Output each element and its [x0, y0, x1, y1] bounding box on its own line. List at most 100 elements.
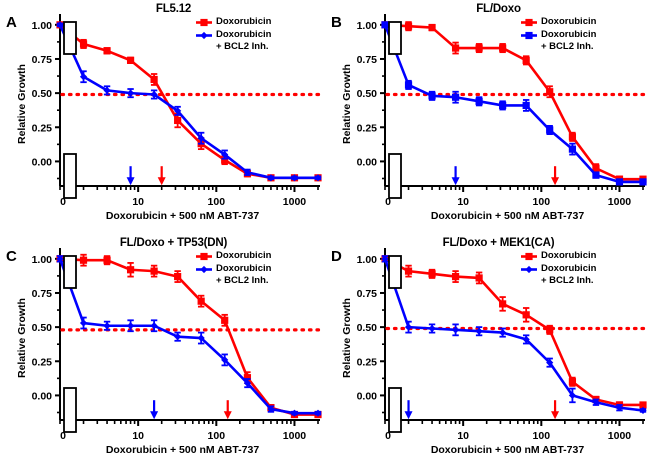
legend-label: Doxorubicin + BCL2 Inh. [541, 29, 597, 52]
legend-label: Doxorubicin [216, 250, 272, 261]
y-tick-label: 0.75 [357, 288, 378, 300]
blue-ic50-arrow [404, 400, 413, 420]
x-tick-label-zero: 0 [385, 196, 391, 208]
y-tick-label: 0.50 [357, 322, 378, 334]
data-point-marker [568, 133, 577, 141]
data-point-marker [126, 266, 135, 274]
data-point-marker [174, 107, 182, 115]
data-point-marker [126, 322, 135, 330]
data-point-marker [525, 265, 533, 274]
data-point-marker [592, 164, 600, 172]
y-tick-label: 1.00 [357, 254, 378, 266]
x-tick-label: 10 [132, 430, 144, 442]
blue-ic50-arrow [150, 400, 159, 420]
plot-area: 0.00 0.25 0.50 0.75 1.00 10 100 1000 0 [32, 14, 322, 208]
data-point-marker [525, 252, 533, 261]
arrow-head [404, 411, 413, 420]
data-point-marker [290, 174, 299, 182]
data-point-marker [197, 134, 205, 142]
data-point-marker [174, 333, 182, 341]
x-tick-label: 10 [457, 196, 469, 208]
y-axis-label: Relative Growth [341, 298, 353, 378]
red-ic50-arrow [157, 166, 166, 186]
x-axis-label: Doxorubicin + 500 nM ABT-737 [105, 210, 260, 222]
data-point-marker [639, 406, 647, 415]
panel-letter: B [331, 14, 342, 31]
legend: Doxorubicin Doxorubicin + BCL2 Inh. [521, 250, 596, 287]
y-tick-label: 0.25 [32, 122, 53, 134]
data-point-marker [200, 252, 208, 261]
data-point-marker [197, 297, 205, 305]
data-point-marker [568, 145, 577, 153]
arrow-head [551, 177, 560, 186]
y-tick-label: 0.00 [357, 156, 378, 168]
data-point-marker [615, 178, 624, 186]
y-tick-label: 0.25 [357, 356, 378, 368]
series-line [384, 257, 643, 407]
data-point-marker [150, 75, 158, 84]
series-line [383, 24, 643, 184]
data-point-marker [592, 171, 600, 179]
blue-ic50-arrow [126, 166, 135, 186]
x-axis-break-symbol [388, 387, 402, 433]
data-point-marker [615, 404, 624, 412]
data-point-marker [428, 324, 436, 333]
arrow-head [223, 411, 232, 420]
panel-letter: C [6, 248, 17, 265]
data-point-marker [221, 150, 229, 159]
x-axis-break-symbol [63, 153, 77, 199]
series-line [58, 258, 318, 415]
data-point-marker [475, 274, 483, 282]
series-line [59, 23, 318, 180]
y-tick-label: 0.50 [32, 322, 53, 334]
data-point-marker [79, 319, 88, 327]
y-tick-label: 0.75 [32, 288, 53, 300]
data-point-marker [451, 44, 460, 52]
legend-key-svg [521, 265, 537, 274]
data-point-marker [381, 255, 389, 263]
data-point-marker [200, 265, 208, 274]
data-point-marker [522, 56, 530, 64]
red-ic50-arrow [551, 166, 560, 186]
legend-label: Doxorubicin [541, 16, 597, 27]
data-point-marker [221, 156, 229, 164]
legend-key-svg [521, 252, 537, 261]
x-tick-label: 100 [533, 196, 551, 208]
legend-item: Doxorubicin + BCL2 Inh. [196, 263, 271, 286]
legend-diamond-marker-icon [196, 264, 212, 275]
x-axis-label: Doxorubicin + 500 nM ABT-737 [105, 444, 260, 456]
x-tick-label-zero: 0 [60, 196, 66, 208]
legend: Doxorubicin Doxorubicin + BCL2 Inh. [521, 16, 596, 53]
x-axis-break-symbol [63, 387, 77, 433]
data-point-marker [475, 97, 483, 105]
data-point-marker [103, 86, 111, 94]
legend-square-marker-icon [196, 17, 212, 28]
legend-label: Doxorubicin + BCL2 Inh. [216, 263, 272, 286]
data-point-marker [381, 21, 389, 29]
data-point-marker [200, 18, 208, 27]
series-line [384, 23, 643, 181]
data-point-marker [174, 116, 182, 125]
legend: Doxorubicin Doxorubicin + BCL2 Inh. [196, 16, 271, 53]
data-point-marker [639, 178, 647, 186]
data-point-marker [404, 323, 413, 331]
legend-key-svg [521, 18, 537, 27]
data-point-marker [243, 379, 252, 387]
data-point-marker [546, 326, 554, 334]
legend-key-svg [196, 31, 212, 40]
red-ic50-arrow [551, 400, 560, 420]
y-axis-label: Relative Growth [16, 298, 28, 378]
x-axis-break-symbol [388, 153, 402, 199]
data-point-marker [103, 322, 111, 330]
data-point-marker [525, 18, 533, 27]
y-tick-label: 1.00 [357, 20, 378, 32]
data-point-marker [499, 44, 507, 52]
legend-key-svg [196, 18, 212, 27]
data-point-marker [79, 73, 88, 81]
data-point-marker [404, 22, 413, 30]
x-axis-label: Doxorubicin + 500 nM ABT-737 [430, 444, 585, 456]
series-line [58, 24, 318, 180]
data-point-marker [103, 47, 111, 55]
plot-area: 0.00 0.25 0.50 0.75 1.00 10 100 1000 0 [32, 248, 322, 442]
